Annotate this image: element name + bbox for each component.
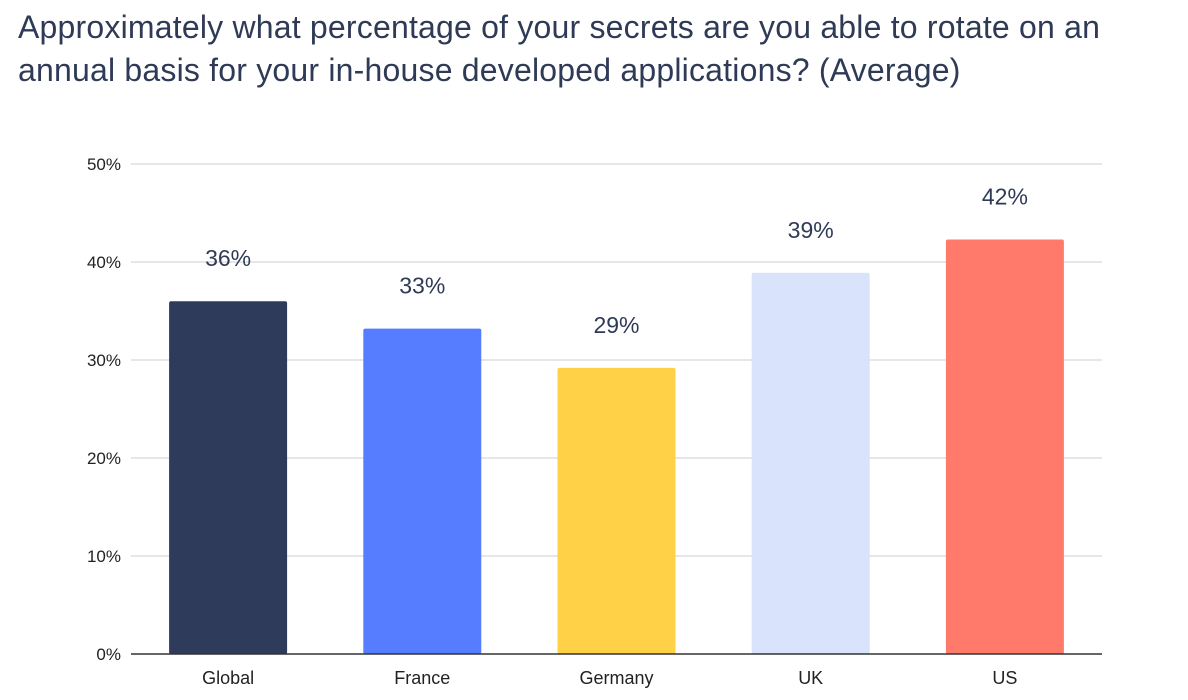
x-tick-label-global: Global: [202, 668, 254, 688]
chart-title: Approximately what percentage of your se…: [18, 9, 1101, 88]
bar-france: [363, 328, 482, 654]
y-tick-label: 40%: [87, 253, 121, 272]
data-label-global: 36%: [205, 245, 251, 271]
bar-uk: [751, 272, 870, 654]
bar-us: [945, 239, 1064, 654]
bar-germany: [557, 367, 676, 654]
x-tick-label-france: France: [394, 668, 450, 688]
bars: [169, 239, 1064, 654]
data-label-uk: 39%: [788, 217, 834, 243]
y-tick-label: 0%: [96, 645, 121, 664]
x-tick-label-us: US: [992, 668, 1017, 688]
data-label-germany: 29%: [593, 312, 639, 338]
y-tick-label: 30%: [87, 351, 121, 370]
x-tick-label-germany: Germany: [579, 668, 653, 688]
y-tick-label: 50%: [87, 155, 121, 174]
data-label-us: 42%: [982, 183, 1028, 209]
y-tick-label: 10%: [87, 547, 121, 566]
x-tick-label-uk: UK: [798, 668, 823, 688]
y-axis-tick-labels: 0% 10% 20% 30% 40% 50%: [87, 155, 121, 664]
bar-global: [169, 301, 288, 654]
y-tick-label: 20%: [87, 449, 121, 468]
data-labels: 36% 33% 29% 39% 42%: [205, 183, 1028, 337]
x-axis-category-labels: Global France Germany UK US: [202, 668, 1017, 688]
data-label-france: 33%: [399, 273, 445, 299]
